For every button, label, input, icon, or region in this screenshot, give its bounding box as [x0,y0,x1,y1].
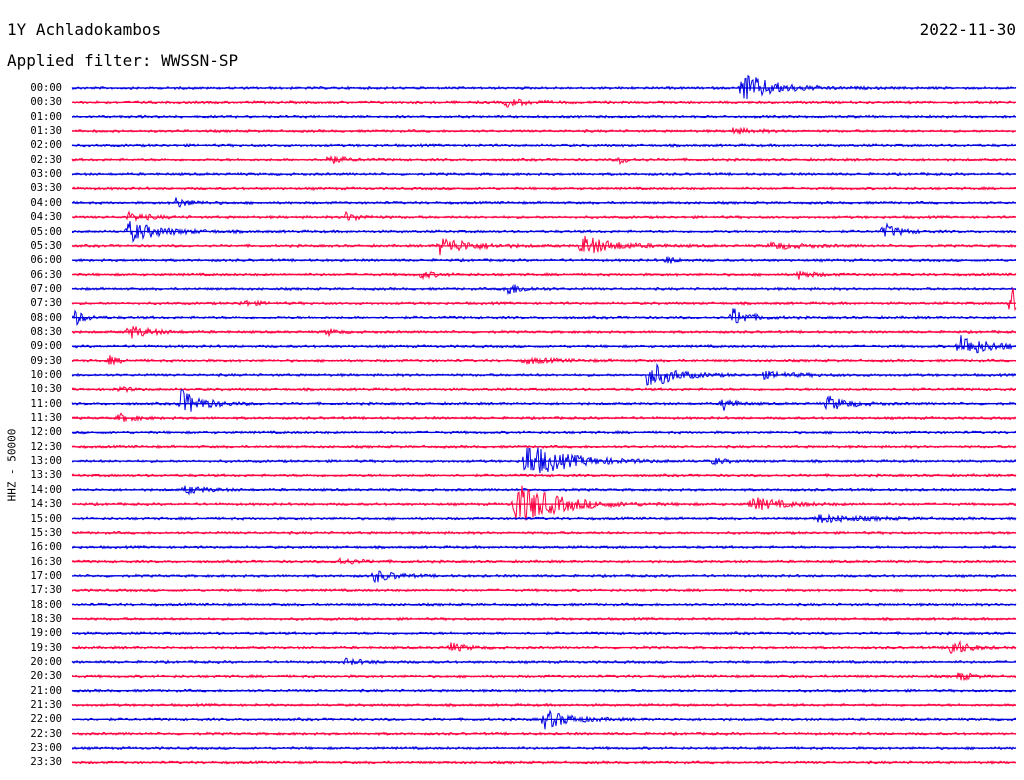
time-tick-label: 07:00 [30,282,62,295]
time-tick-label: 17:00 [30,569,62,582]
filter-label: Applied filter: WWSSN-SP [7,51,239,70]
time-tick-label: 01:30 [30,125,62,138]
time-tick-label: 14:00 [30,483,62,496]
time-tick-label: 14:30 [30,498,62,511]
trace-line [71,335,1017,354]
time-tick-label: 23:30 [30,756,62,769]
time-tick-label: 20:00 [30,656,62,668]
date-label: 2022-11-30 [919,20,1016,39]
time-tick-label: 06:30 [30,268,62,281]
time-tick-label: 00:00 [30,82,62,94]
time-tick-label: 15:00 [30,512,62,525]
time-tick-label: 21:30 [30,699,62,712]
time-tick-label: 16:00 [30,541,62,554]
time-tick-label: 12:30 [30,440,62,453]
trace-line [71,308,1017,327]
trace-line [71,98,1017,108]
time-tick-label: 09:30 [30,354,62,367]
time-tick-label: 12:00 [30,426,62,439]
time-tick-label: 06:00 [30,254,62,267]
time-tick-label: 11:30 [30,412,62,425]
trace-line [71,709,1017,730]
trace-line [71,270,1017,281]
time-tick-label: 15:30 [30,526,62,539]
trace-line [71,288,1017,312]
trace-line [71,210,1017,223]
time-tick-labels: 00:00 00:30 01:00 01:30 02:00 02:30 03:00 03:30… [0,0,68,780]
time-tick-label: 00:30 [30,96,62,109]
time-tick-label: 18:00 [30,598,62,611]
time-tick-label: 10:00 [30,369,62,381]
time-tick-label: 13:00 [30,455,62,468]
time-tick-label: 21:00 [30,684,62,697]
time-tick-label: 05:00 [30,225,62,238]
time-tick-label: 05:30 [30,239,62,252]
time-tick-label: 04:00 [30,196,62,209]
trace-line [71,388,1017,412]
time-tick-label: 23:00 [30,742,62,755]
time-tick-label: 16:30 [30,555,62,568]
time-tick-label: 20:30 [30,670,62,683]
time-tick-label: 02:30 [30,153,62,166]
station-title: 1Y Achladokambos [7,20,162,39]
time-tick-label: 01:00 [30,110,62,123]
time-tick-label: 13:30 [30,469,62,482]
time-tick-label: 04:30 [30,211,62,224]
trace-line [71,355,1017,366]
time-tick-label: 09:00 [30,340,62,353]
trace-line [71,570,1017,583]
time-tick-label: 22:00 [30,713,62,726]
time-tick-label: 10:30 [30,383,62,396]
time-tick-label: 08:00 [30,311,62,324]
time-tick-label: 22:30 [30,727,62,740]
time-tick-label: 17:30 [30,584,62,597]
time-tick-label: 03:30 [30,182,62,195]
time-tick-label: 19:30 [30,641,62,654]
time-tick-label: 08:30 [30,325,62,338]
time-tick-label: 07:30 [30,297,62,310]
time-tick-label: 02:00 [30,139,62,152]
trace-line [71,447,1017,474]
time-tick-label: 18:30 [30,612,62,625]
time-tick-label: 19:00 [30,627,62,640]
time-tick-label: 03:00 [30,168,62,181]
time-tick-label: 11:00 [30,397,62,410]
